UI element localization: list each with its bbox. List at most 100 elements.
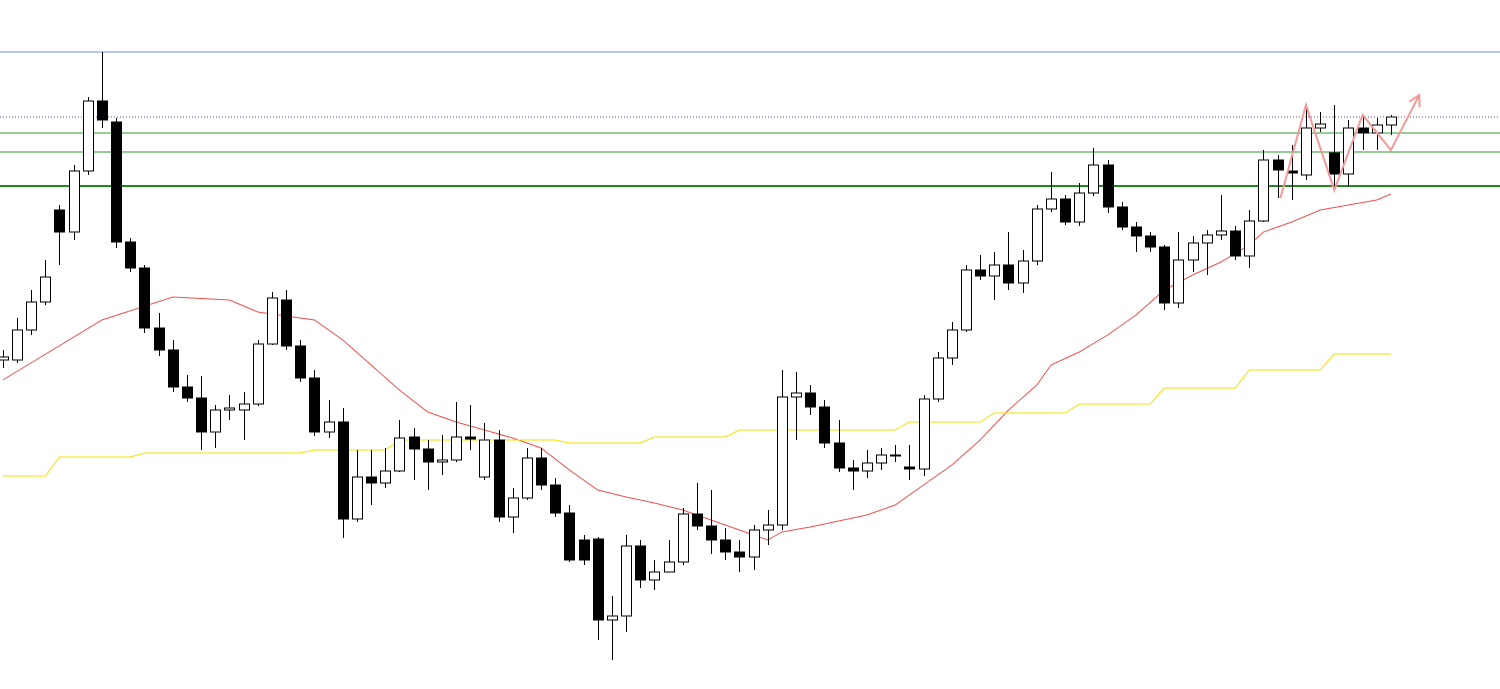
- candle-body: [295, 345, 306, 379]
- candle-body: [848, 467, 859, 472]
- candle-body: [309, 377, 320, 433]
- candle-body: [720, 539, 731, 553]
- candle-body: [366, 476, 377, 484]
- candle-body: [1117, 206, 1128, 228]
- candle-body: [437, 459, 448, 463]
- candle-body: [947, 329, 958, 359]
- candle-body: [394, 437, 405, 472]
- candle-body: [862, 462, 873, 472]
- candle-body: [975, 269, 986, 277]
- candle-body: [409, 436, 420, 450]
- candle-body: [649, 571, 660, 581]
- candle-body: [154, 327, 165, 351]
- candle-body: [168, 349, 179, 388]
- candle-body: [1301, 127, 1312, 176]
- candle-body: [40, 276, 51, 303]
- candle-body: [1230, 230, 1241, 257]
- candle-body: [692, 513, 703, 527]
- candle-body: [1202, 234, 1213, 244]
- candle-body: [508, 497, 519, 518]
- candle-body: [579, 539, 590, 561]
- candle-body: [621, 545, 632, 617]
- candle-body: [196, 397, 207, 433]
- candle-body: [380, 470, 391, 484]
- candle-body: [267, 297, 278, 345]
- candle-body: [54, 209, 65, 233]
- candle-body: [239, 403, 250, 411]
- candle-body: [564, 512, 575, 561]
- candle-body: [777, 396, 788, 526]
- candle-body: [749, 529, 760, 558]
- candle-body: [1216, 230, 1227, 236]
- candle-body: [890, 454, 901, 457]
- arrow-head: [1408, 93, 1421, 108]
- candle-body: [253, 343, 264, 405]
- indicator-line: [2, 353, 1391, 477]
- candle-body: [1329, 152, 1340, 175]
- candle-body: [338, 421, 349, 520]
- candle-body: [182, 386, 193, 399]
- candle-body: [1273, 159, 1284, 171]
- candle-body: [1145, 235, 1156, 248]
- candle-body: [933, 357, 944, 400]
- candle-body: [805, 392, 816, 408]
- candle-body: [465, 436, 476, 440]
- candle-body: [989, 264, 1000, 277]
- candle-body: [1287, 170, 1298, 174]
- candle-body: [1003, 264, 1014, 284]
- candle-body: [763, 524, 774, 531]
- candle-body: [324, 421, 335, 433]
- candle-body: [210, 409, 221, 433]
- candle-body: [1159, 246, 1170, 304]
- candle-body: [1018, 260, 1029, 284]
- candle-body: [1386, 116, 1397, 126]
- candle-body: [522, 457, 533, 499]
- candle-body: [1244, 220, 1255, 257]
- candle-body: [12, 329, 23, 361]
- candle-body: [904, 466, 915, 470]
- candle-body: [423, 448, 434, 463]
- candle-body: [281, 299, 292, 347]
- candle-body: [834, 442, 845, 469]
- candle-body: [1046, 198, 1057, 210]
- candle-body: [352, 476, 363, 520]
- candle-body: [139, 267, 150, 329]
- candle-body: [1074, 192, 1085, 223]
- candle-body: [536, 457, 547, 486]
- candle-body: [69, 170, 80, 233]
- candle-body: [26, 301, 37, 331]
- candle-body: [451, 436, 462, 461]
- candle-body: [919, 398, 930, 470]
- candle-body: [1131, 226, 1142, 237]
- candle-body: [111, 121, 122, 243]
- candle-body: [1103, 164, 1114, 208]
- candle-body: [1188, 242, 1199, 261]
- candle-body: [1173, 259, 1184, 304]
- candle-body: [791, 392, 802, 398]
- candle-body: [125, 241, 136, 269]
- candle-body: [1032, 208, 1043, 262]
- candle-body: [876, 454, 887, 464]
- candle-body: [734, 551, 745, 558]
- candle-body: [479, 439, 490, 478]
- candle-body: [1258, 159, 1269, 222]
- candle-body: [224, 407, 235, 411]
- candle-body: [961, 269, 972, 331]
- candle-body: [494, 439, 505, 518]
- candle-body: [0, 356, 9, 361]
- candle-body: [593, 538, 604, 621]
- candle-body: [706, 525, 717, 541]
- candle-body: [97, 100, 108, 121]
- candle-body: [1088, 164, 1099, 194]
- candle-body: [1315, 123, 1326, 129]
- indicator-line: [2, 193, 1392, 541]
- candle-body: [1358, 127, 1369, 134]
- candle-body: [607, 615, 618, 621]
- indicator-line: [1279, 94, 1421, 199]
- candle-body: [635, 545, 646, 581]
- candle-body: [664, 561, 675, 573]
- candle-body: [550, 484, 561, 514]
- candle-body: [1060, 198, 1071, 223]
